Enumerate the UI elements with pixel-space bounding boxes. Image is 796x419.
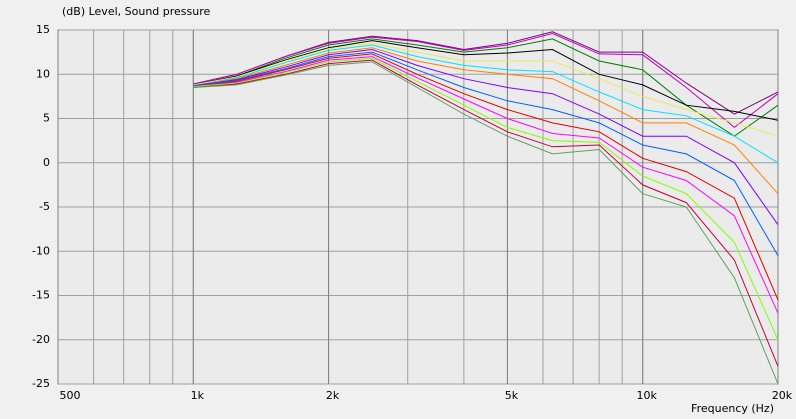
y-tick-label: 10 <box>36 67 50 80</box>
y-tick-label: -10 <box>32 244 50 257</box>
y-tick-label: -15 <box>32 289 50 302</box>
series-line <box>193 57 779 341</box>
y-tick-label: -20 <box>32 333 50 346</box>
x-tick-label: 5k <box>505 389 519 402</box>
y-tick-label: -25 <box>32 377 50 390</box>
y-tick-label: 0 <box>43 156 50 169</box>
series-line <box>193 56 779 314</box>
x-tick-label: 1k <box>191 389 205 402</box>
series-line <box>193 40 779 121</box>
y-tick-label: 5 <box>43 112 50 125</box>
series-line <box>193 53 779 301</box>
series-line <box>193 48 779 225</box>
series-line <box>193 47 779 195</box>
x-tick-label: 500 <box>60 389 81 402</box>
chart-title: (dB) Level, Sound pressure <box>62 5 211 18</box>
x-tick-label: 10k <box>637 389 658 402</box>
series-line <box>193 42 779 137</box>
series-line <box>193 38 779 137</box>
series-line <box>193 44 779 164</box>
y-tick-label: -5 <box>39 200 50 213</box>
series-line <box>193 59 779 367</box>
x-tick-label: 2k <box>326 389 340 402</box>
x-tick-label: 20k <box>772 389 793 402</box>
y-tick-label: 15 <box>36 23 50 36</box>
series-line <box>193 61 779 385</box>
x-axis-label: Frequency (Hz) <box>691 402 774 415</box>
series-line <box>193 51 779 256</box>
series-line <box>193 32 779 129</box>
